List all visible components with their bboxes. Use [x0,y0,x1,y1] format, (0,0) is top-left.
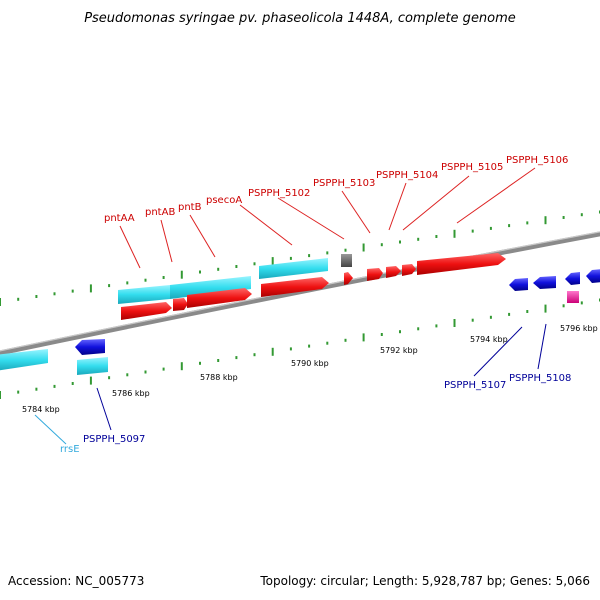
forward-gene-labels: pntAA pntAB pntB psecoA PSPPH_5102 PSPPH… [104,155,568,224]
reverse-cds-arrow [586,269,600,283]
forward-cds-arrow [261,277,329,297]
pseudogene-block [341,254,352,267]
gene-label-pntAA: pntAA [104,213,135,224]
map-title: Pseudomonas syringae pv. phaseolicola 14… [84,11,516,26]
reverse-cds-arrow [565,272,580,285]
gene-bar [259,258,328,279]
label-connectors [34,167,547,445]
gene-bar [118,285,170,304]
scale-label: 5788 kbp [200,373,238,382]
forward-cds-arrow [187,288,252,308]
gene-label-pntAB: pntAB [145,207,175,218]
reverse-cds-track [75,269,600,355]
gene-label-pspph-5104: PSPPH_5104 [376,170,438,181]
forward-cds-arrow [367,268,383,281]
reverse-cds-arrow [75,339,105,355]
rna-block [567,291,579,303]
gene-label-psecoA: psecoA [206,195,242,206]
scale-labels: 5784 kbp 5786 kbp 5788 kbp 5790 kbp 5792… [22,324,598,414]
scale-label: 5784 kbp [22,405,60,414]
reverse-cds-arrow [509,278,528,291]
outer-tick-track [0,210,600,306]
forward-cds-arrow [173,298,188,311]
reverse-gene-labels: PSPPH_5097 PSPPH_5107 PSPPH_5108 rrsE [60,373,571,455]
gene-label-pspph-5108: PSPPH_5108 [509,373,571,384]
gene-bar [170,276,251,299]
gene-bar [0,349,48,371]
gene-label-pspph-5097: PSPPH_5097 [83,434,145,445]
gene-bar [77,357,108,375]
gene-bars [0,258,328,375]
scale-label: 5790 kbp [291,359,329,368]
accession-label: Accession: NC_005773 [8,574,144,588]
gene-label-pspph-5102: PSPPH_5102 [248,188,310,199]
gene-label-pspph-5107: PSPPH_5107 [444,380,506,391]
gene-label-pntB: pntB [178,202,202,213]
forward-cds-arrow [121,302,172,320]
scale-label: 5792 kbp [380,346,418,355]
gene-label-rrsE: rrsE [60,444,80,455]
reverse-cds-arrow [533,276,556,289]
forward-cds-track [121,253,506,320]
gene-label-pspph-5106: PSPPH_5106 [506,155,568,166]
topology-label: Topology: circular; Length: 5,928,787 bp… [259,574,590,588]
forward-cds-arrow [344,272,353,285]
scale-label: 5794 kbp [470,335,508,344]
forward-cds-arrow [402,264,416,276]
gene-label-pspph-5105: PSPPH_5105 [441,162,503,173]
scale-label: 5786 kbp [112,389,150,398]
inner-tick-track [0,298,600,399]
forward-cds-arrow [386,266,401,278]
backbone [0,231,600,356]
forward-cds-arrow [417,253,506,275]
gene-label-pspph-5103: PSPPH_5103 [313,178,375,189]
scale-label: 5796 kbp [560,324,598,333]
